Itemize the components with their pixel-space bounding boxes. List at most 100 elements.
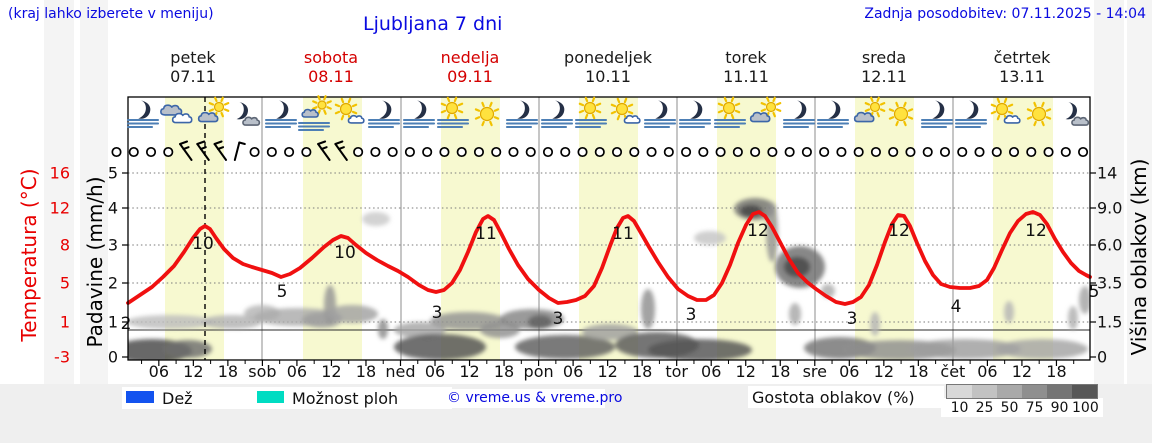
x-tick-label: pon <box>524 362 554 381</box>
density-segment <box>1022 385 1047 398</box>
density-segment <box>997 385 1022 398</box>
wind-barb-icon <box>334 140 348 161</box>
x-tick-label: 06 <box>149 362 169 381</box>
temperature-value-label: 12 <box>1025 221 1047 241</box>
weather-sun-cloud-icon <box>610 97 641 124</box>
weather-moon-fog-icon <box>954 100 988 129</box>
calm-wind-icon <box>560 146 571 158</box>
rain-legend-label: Dež <box>162 389 193 408</box>
cloud-height-tick-label: 9.0 <box>1097 199 1122 218</box>
x-tick-label: 18 <box>770 362 790 381</box>
x-tick-label: 18 <box>218 362 238 381</box>
calm-wind-icon <box>819 146 830 158</box>
temp-tick-label: 5 <box>60 274 70 293</box>
calm-wind-icon <box>646 146 657 158</box>
margin-stripe <box>1094 0 1124 443</box>
precip-tick-label: 5 <box>108 164 118 183</box>
temperature-value-label: 5 <box>1089 282 1100 302</box>
temperature-value-label: 11 <box>612 224 634 244</box>
x-tick-label: 06 <box>287 362 307 381</box>
temperature-value-label: 4 <box>951 297 962 317</box>
wind-barb-icon <box>233 141 246 161</box>
weather-sun-icon <box>474 101 500 127</box>
weather-moon-fog-icon <box>782 100 816 129</box>
x-tick-label: sre <box>803 362 827 381</box>
daylight-band <box>855 97 914 360</box>
margin-stripe <box>44 0 74 443</box>
day-date-label: 11.11 <box>723 67 769 86</box>
calm-wind-icon <box>922 146 933 158</box>
x-tick-label: ned <box>385 362 415 381</box>
rain-legend-swatch <box>126 391 154 403</box>
calm-wind-icon <box>732 146 743 158</box>
x-tick-label: 06 <box>977 362 997 381</box>
calm-wind-icon <box>404 146 415 158</box>
precip-tick-label: 2 <box>108 274 118 293</box>
calm-wind-icon <box>1043 146 1054 158</box>
weather-cloudy-icon <box>160 104 193 124</box>
day-date-label: 12.11 <box>861 67 907 86</box>
weather-moon-fog-icon <box>367 100 401 129</box>
density-segment <box>1047 385 1072 398</box>
weather-moon-cloud-icon <box>236 102 261 126</box>
precip-tick-label: 1 <box>108 313 118 332</box>
x-tick-label: 06 <box>839 362 859 381</box>
day-date-label: 10.11 <box>585 67 631 86</box>
x-tick-label: sob <box>248 362 276 381</box>
calm-wind-icon <box>542 146 554 158</box>
showers-legend-label: Možnost ploh <box>292 389 399 408</box>
day-name-label: sreda <box>861 48 907 67</box>
day-name-label: četrtek <box>993 48 1051 67</box>
weather-moon-fog-icon <box>678 100 712 129</box>
calm-wind-icon <box>870 146 881 158</box>
density-step-label: 90 <box>1050 400 1069 416</box>
density-step-label: 100 <box>1072 400 1099 416</box>
weather-sun-fog-icon <box>436 96 470 129</box>
calm-wind-icon <box>439 146 450 158</box>
temp-tick-label: 12 <box>50 199 70 218</box>
calm-wind-icon <box>991 146 1002 158</box>
weather-moon-cloud-icon <box>1065 102 1090 126</box>
calm-wind-icon <box>784 146 795 158</box>
calm-wind-icon <box>284 146 295 158</box>
credit-bg <box>443 389 605 408</box>
x-tick-label: 12 <box>321 362 341 381</box>
margin-stripe <box>1127 0 1152 443</box>
density-segment <box>1072 385 1097 398</box>
calm-wind-icon <box>1026 146 1037 158</box>
day-name-label: torek <box>725 48 767 67</box>
calm-wind-icon <box>473 146 485 158</box>
calm-wind-icon <box>422 146 433 158</box>
temp-axis-title: Temperatura (°C) <box>17 168 41 342</box>
calm-wind-icon <box>301 146 312 158</box>
plot-frame <box>127 96 1091 361</box>
x-tick-label: 12 <box>874 362 894 381</box>
weather-sun-cloud-icon <box>334 97 365 124</box>
location-hint: (kraj lahko izberete v meniju) <box>8 6 214 22</box>
calm-wind-icon <box>611 146 623 158</box>
temperature-value-label: 10 <box>192 234 214 254</box>
daylight-band <box>579 97 638 360</box>
weather-moon-fog-icon <box>126 100 160 129</box>
wind-barb-icon <box>179 140 193 161</box>
calm-wind-icon <box>456 146 467 158</box>
calm-wind-icon <box>629 146 640 158</box>
calm-wind-icon <box>491 146 502 158</box>
temperature-value-label: 3 <box>686 305 697 325</box>
weather-moon-fog-icon <box>264 100 298 129</box>
calm-wind-icon <box>145 146 157 158</box>
calm-wind-icon <box>594 146 605 158</box>
x-tick-label: 18 <box>356 362 376 381</box>
legend-bg <box>122 387 452 409</box>
x-tick-label: 06 <box>425 362 445 381</box>
calm-wind-icon <box>387 146 398 158</box>
credit-link[interactable]: © vreme.us & vreme.pro <box>447 390 623 406</box>
day-date-label: 07.11 <box>170 67 216 86</box>
calm-wind-icon <box>163 146 174 158</box>
temperature-value-label: 5 <box>277 282 288 302</box>
last-update-label: Zadnja posodobitev: 07.11.2025 - 14:04 <box>864 6 1146 22</box>
weather-sun-fog-icon <box>574 96 608 129</box>
day-date-label: 08.11 <box>308 67 354 86</box>
weather-moon-fog-icon <box>816 100 850 129</box>
temperature-value-label: 12 <box>747 221 769 241</box>
